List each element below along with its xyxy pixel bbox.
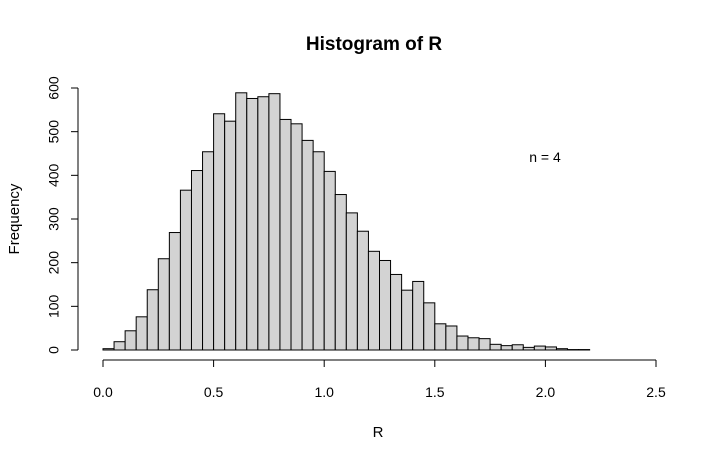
histogram-bar bbox=[235, 92, 248, 351]
histogram-bar bbox=[478, 338, 491, 351]
y-axis-label: Frequency bbox=[6, 183, 23, 254]
histogram-bar bbox=[113, 341, 126, 351]
histogram-bar bbox=[202, 151, 215, 351]
histogram-bar bbox=[356, 230, 369, 351]
histogram-bar bbox=[533, 345, 546, 351]
x-tick-label: 1.0 bbox=[314, 384, 334, 400]
x-axis: 0.0 0.5 1.0 1.5 2.0 2.5 bbox=[93, 359, 666, 400]
histogram-bar bbox=[190, 170, 204, 351]
histogram-bar bbox=[146, 289, 159, 351]
histogram-bar bbox=[390, 273, 403, 351]
x-tick-label: 0.5 bbox=[204, 384, 224, 400]
histogram-bar bbox=[179, 189, 192, 351]
x-tick-label: 2.5 bbox=[646, 384, 666, 400]
histogram-bar bbox=[367, 250, 381, 351]
histogram-bar bbox=[102, 348, 115, 351]
y-tick-label: 400 bbox=[46, 163, 62, 187]
y-tick-label: 0 bbox=[46, 346, 62, 354]
y-tick-label: 600 bbox=[46, 76, 62, 100]
histogram-bar bbox=[124, 330, 137, 351]
histogram-bar bbox=[257, 96, 270, 351]
x-tick-label: 0.0 bbox=[93, 384, 113, 400]
histogram-bar bbox=[345, 212, 358, 351]
histogram-bar bbox=[290, 123, 303, 351]
histogram-bar bbox=[423, 302, 436, 351]
histogram-bar bbox=[323, 170, 336, 351]
y-tick-label: 500 bbox=[46, 120, 62, 144]
histogram-bar bbox=[268, 93, 281, 351]
x-tick-label: 2.0 bbox=[536, 384, 556, 400]
x-axis-label: R bbox=[373, 424, 384, 441]
histogram-bar bbox=[379, 259, 392, 351]
y-tick-label: 300 bbox=[46, 207, 62, 231]
histogram-bar bbox=[522, 346, 535, 351]
sample-size-annotation: n = 4 bbox=[529, 149, 561, 165]
histogram-bar bbox=[544, 346, 557, 351]
histogram-bar bbox=[312, 151, 325, 351]
histogram-bar bbox=[157, 258, 170, 351]
y-tick-label: 100 bbox=[46, 294, 62, 318]
y-tick-label: 200 bbox=[46, 251, 62, 275]
histogram-bar bbox=[334, 194, 347, 351]
histogram-bar bbox=[279, 118, 292, 351]
histogram-bar bbox=[135, 316, 148, 351]
histogram-bar bbox=[246, 97, 259, 351]
histogram-bar bbox=[445, 325, 458, 351]
y-axis: 0 100 200 300 400 500 600 bbox=[46, 76, 79, 354]
histogram-bar bbox=[401, 289, 414, 351]
histogram-bar bbox=[500, 345, 513, 351]
bars-group bbox=[102, 92, 591, 351]
histogram-bar bbox=[224, 120, 237, 351]
histogram-bar bbox=[213, 113, 226, 351]
histogram-bar bbox=[456, 335, 469, 351]
x-tick-label: 1.5 bbox=[425, 384, 445, 400]
histogram-bar bbox=[434, 323, 447, 351]
histogram-bar bbox=[412, 280, 425, 351]
histogram-bar bbox=[301, 139, 314, 351]
histogram-bar bbox=[555, 348, 569, 351]
histogram-bar bbox=[489, 343, 502, 351]
histogram-bar bbox=[168, 232, 181, 351]
histogram-bar bbox=[467, 337, 480, 351]
histogram-bar bbox=[511, 344, 524, 351]
chart-title: Histogram of R bbox=[306, 34, 442, 55]
